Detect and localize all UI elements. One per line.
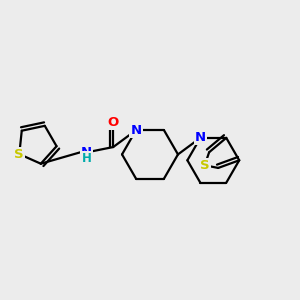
Text: N: N [195,131,206,144]
Text: H: H [82,152,92,165]
Text: S: S [200,159,209,172]
Text: S: S [14,148,24,160]
Text: O: O [108,116,119,128]
Text: N: N [130,124,142,137]
Text: N: N [81,146,92,159]
